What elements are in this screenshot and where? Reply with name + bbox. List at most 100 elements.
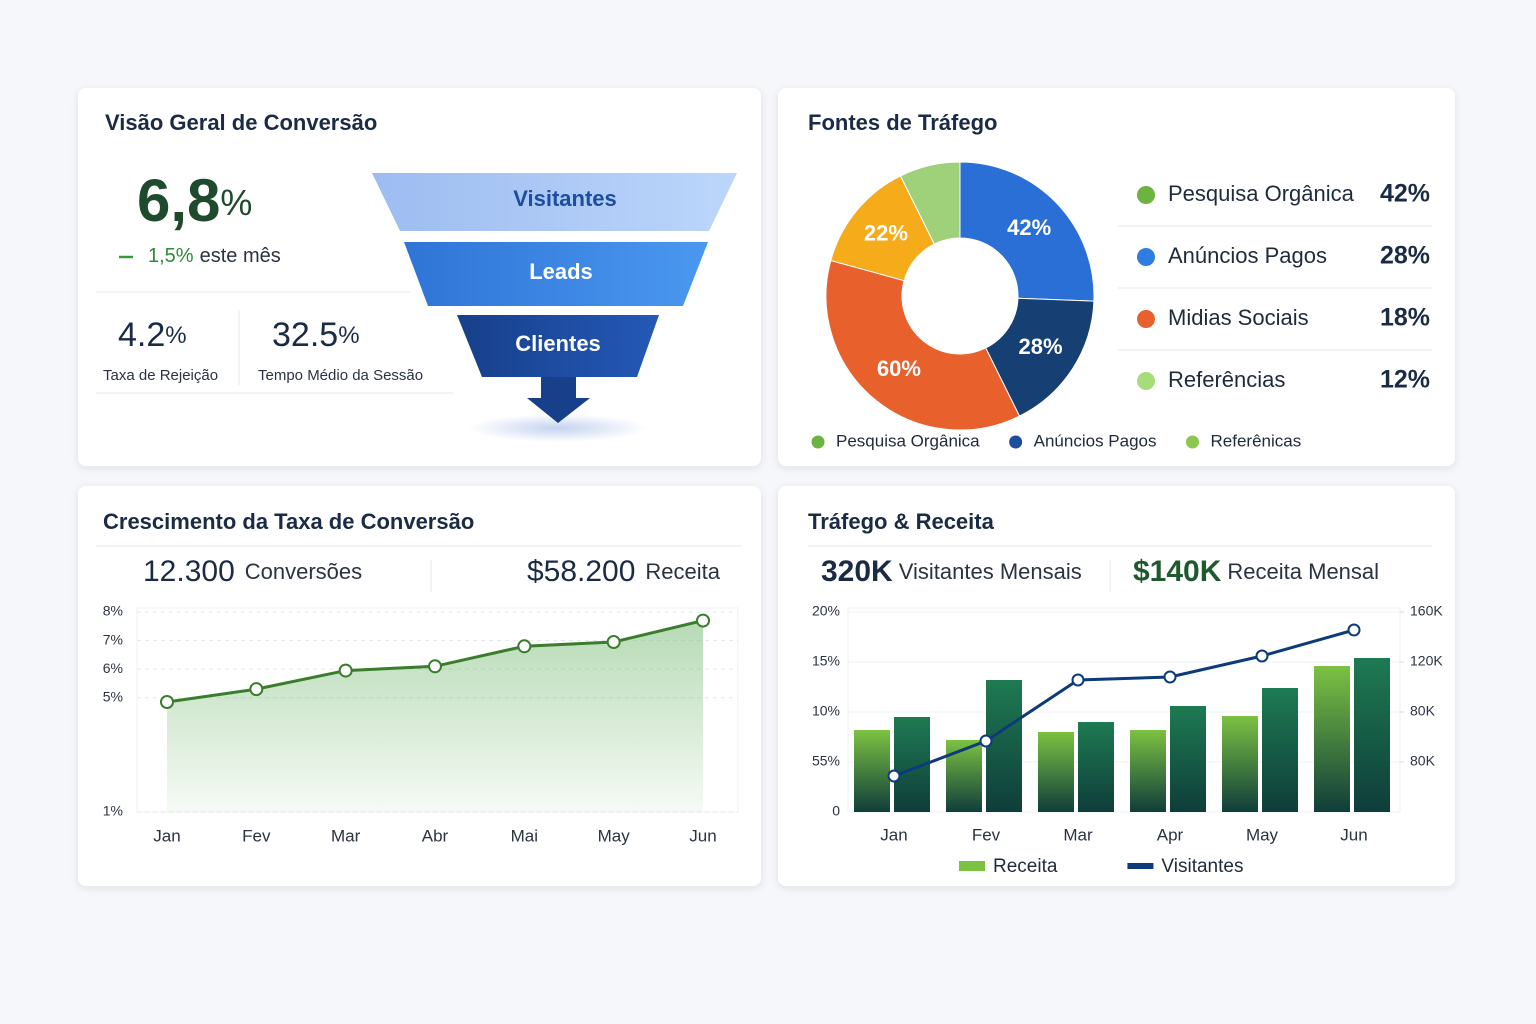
x-tick-label: Mar [331, 826, 361, 845]
bar [1222, 716, 1258, 812]
bar [854, 730, 890, 812]
legend-dot [1137, 372, 1155, 390]
pie-slice [985, 297, 1095, 417]
x-tick-label: Jun [1340, 825, 1367, 844]
kpi-label: Visitantes Mensais [899, 559, 1082, 584]
funnel-stage [404, 242, 708, 306]
source-value: 12% [1380, 366, 1430, 394]
y-tick-label: 8% [103, 603, 123, 619]
bar [1314, 666, 1350, 812]
pie-slice [959, 161, 1095, 302]
change: 1,5% este mês [148, 245, 281, 267]
legend-dot [1137, 310, 1155, 328]
y-tick-label: 20% [812, 603, 840, 619]
x-tick-label: Mai [511, 826, 538, 845]
y-tick-label: 10% [812, 703, 840, 719]
source-value: 28% [1380, 242, 1430, 270]
x-tick-label: May [598, 826, 631, 845]
kpi-label: Receita Mensal [1227, 559, 1379, 584]
source-value: 42% [1380, 180, 1430, 208]
point [696, 613, 710, 628]
stat-value: 32.5% [272, 316, 360, 354]
y-tick-label: 7% [103, 631, 123, 647]
bar [1354, 658, 1390, 812]
y-tick-label: 6% [103, 660, 123, 676]
funnel-stage [372, 173, 737, 231]
pie-slice [825, 259, 1021, 431]
kpi-label: Receita [645, 559, 720, 584]
x-tick-label: Abr [422, 826, 449, 845]
stat-number: 32.5 [272, 316, 338, 354]
y2-tick-label: 160K [1410, 603, 1443, 619]
stat-label: Tempo Médio da Sessão [258, 367, 423, 384]
bar [1078, 722, 1114, 812]
point [1163, 670, 1177, 684]
bar [1130, 730, 1166, 812]
y-tick-label: 5% [103, 688, 123, 704]
y-tick-label: 15% [812, 653, 840, 669]
kpi-value: 12.300 [143, 555, 235, 588]
pie-slice [899, 161, 961, 245]
point [338, 663, 353, 678]
stat-label: Taxa de Rejeição [103, 367, 218, 384]
legend-swatch [959, 861, 985, 871]
kpi: $140K Receita Mensal [1133, 555, 1379, 588]
legend-label: Referênicas [1211, 431, 1302, 450]
y-tick-label: 1% [103, 803, 123, 819]
legend-label: Pesquisa Orgânica [836, 431, 980, 450]
legend-label: Anúncios Pagos [1034, 431, 1157, 450]
kpi-value: 6,8 [137, 167, 220, 234]
card-title: Visão Geral de Conversão [105, 110, 377, 135]
x-tick-label: Mar [1063, 825, 1093, 844]
kpi-value: $58.200 [527, 555, 635, 588]
x-tick-label: Apr [1157, 825, 1184, 844]
source-name: Midias Sociais [1168, 305, 1309, 330]
card-title: Fontes de Tráfego [808, 110, 997, 135]
bar [946, 740, 982, 812]
source-name: Referências [1168, 367, 1285, 392]
legend-dot [1009, 435, 1023, 449]
y-tick-label: 0 [832, 803, 840, 819]
funnel-shadow [468, 414, 648, 442]
kpi-unit: % [220, 182, 252, 223]
slice-label: 28% [1019, 334, 1063, 359]
stat-value: 4.2% [118, 316, 187, 354]
kpi-value: 320K [821, 555, 893, 588]
slice-label: 60% [877, 356, 921, 381]
source-name: Anúncios Pagos [1168, 243, 1327, 268]
card-title: Crescimento da Taxa de Conversão [103, 509, 474, 534]
x-tick-label: Jan [880, 825, 907, 844]
funnel-arrow [527, 377, 590, 423]
kpi: 12.300 Conversões [143, 555, 362, 588]
y2-tick-label: 80K [1410, 703, 1436, 719]
slice-label: 42% [1007, 215, 1051, 240]
slice-label: 22% [864, 221, 908, 246]
funnel-label: Clientes [515, 331, 601, 356]
point [517, 639, 532, 654]
stat-number: 4.2 [118, 316, 165, 354]
stat-unit: % [338, 322, 359, 349]
kpi: 320K Visitantes Mensais [821, 555, 1082, 588]
point [887, 769, 901, 783]
card-title: Tráfego & Receita [808, 509, 995, 534]
change-label: este mês [200, 245, 281, 267]
point [979, 734, 993, 748]
bar [986, 680, 1022, 812]
funnel-stage [457, 315, 659, 377]
x-tick-label: Fev [242, 826, 271, 845]
kpi: $58.200 Receita [527, 555, 721, 588]
bar [1038, 732, 1074, 812]
main-kpi: 6,8% [137, 167, 252, 234]
funnel-label: Visitantes [513, 186, 617, 211]
stat-unit: % [165, 322, 186, 349]
legend-dot [811, 435, 825, 449]
point [1255, 649, 1269, 663]
point [1347, 623, 1361, 637]
point [428, 659, 442, 674]
legend-dot [1137, 186, 1155, 204]
legend-label: Visitantes [1161, 856, 1243, 877]
legend-dot [1137, 248, 1155, 266]
funnel-label: Leads [529, 259, 593, 284]
